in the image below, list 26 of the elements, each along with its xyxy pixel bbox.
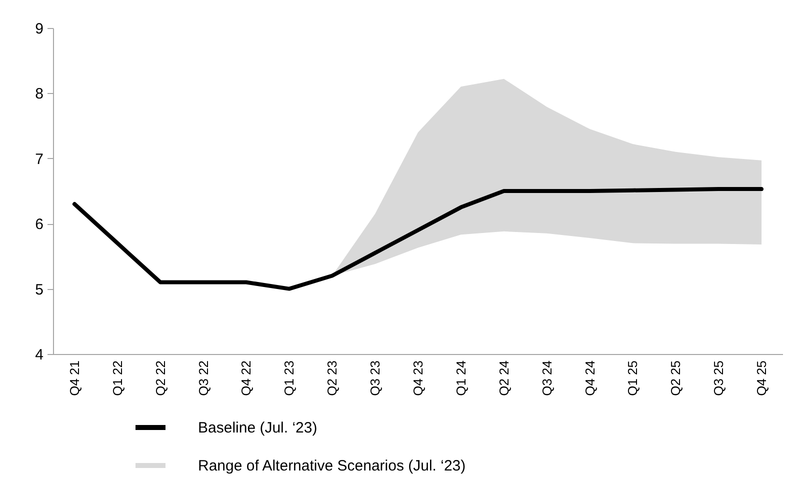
x-tick-label: Q3 24 [539, 360, 554, 396]
x-tick-label: Q2 23 [324, 360, 340, 396]
x-tick-label: Q4 24 [582, 360, 598, 396]
x-tick-label: Q2 22 [152, 360, 168, 396]
line-series [72, 187, 764, 291]
y-tick-label: 6 [35, 216, 44, 234]
x-tick-label: Q2 25 [668, 360, 684, 396]
x-tick-label: Q4 22 [238, 360, 254, 396]
x-tick-label: Q1 22 [110, 360, 125, 396]
y-tick-label: 7 [35, 150, 44, 168]
x-tick-label: Q2 24 [496, 360, 512, 396]
x-tick-label: Q3 22 [196, 360, 211, 396]
x-tick-label: Q1 24 [453, 360, 468, 396]
x-tick-label: Q4 21 [66, 360, 82, 396]
y-tick-label: 4 [35, 346, 44, 364]
x-tick-label: Q1 25 [625, 360, 640, 396]
legend-label: Baseline (Jul. ‘23) [198, 420, 318, 436]
x-tick-label: Q4 25 [754, 360, 770, 396]
y-tick-label: 8 [35, 86, 44, 103]
legend-label: Range of Alternative Scenarios (Jul. ‘23) [198, 458, 466, 474]
y-tick-label: 9 [35, 20, 44, 38]
x-tick-label: Q3 23 [368, 360, 383, 396]
x-tick-label: Q1 23 [282, 360, 297, 396]
x-tick-label: Q4 23 [410, 360, 426, 396]
x-tick-label: Q3 25 [711, 360, 726, 396]
y-tick-label: 5 [35, 281, 44, 298]
